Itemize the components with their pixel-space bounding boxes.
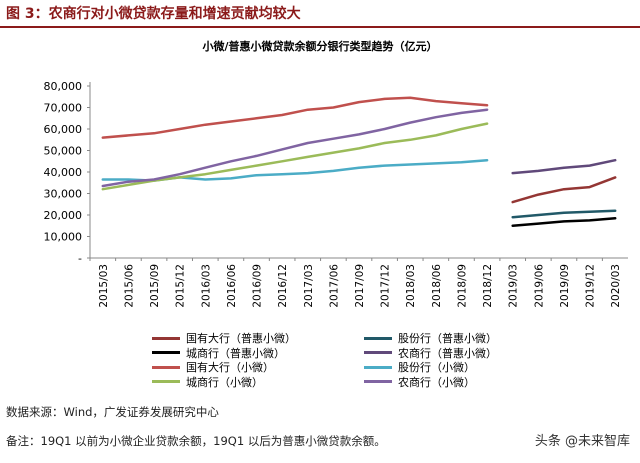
x-tick-label: 2017/06 <box>328 264 340 308</box>
x-tick-label: 2018/09 <box>456 264 468 308</box>
x-tick-label: 2018/06 <box>431 264 443 308</box>
legend-swatch <box>152 351 180 354</box>
legend-swatch <box>364 365 392 369</box>
legend-swatch <box>152 336 180 340</box>
legend-label: 国有大行（普惠小微） <box>186 332 296 345</box>
line-chart: - 10,000 20,000 30,000 40,000 50,000 60,000 70,… <box>44 80 628 308</box>
x-tick-label: 2016/09 <box>252 264 264 308</box>
chart-title: 小微/普惠小微贷款余额分银行类型趋势（亿元） <box>202 40 438 53</box>
series-line-1 <box>101 96 489 139</box>
series-line-5 <box>511 176 617 204</box>
legend-item: 农商行（普惠小微） <box>364 346 497 360</box>
series-line-6 <box>511 209 617 219</box>
watermark-text: 头条 @未来智库 <box>534 434 630 449</box>
legend-item: 国有大行（小微） <box>152 360 274 374</box>
x-tick-label: 2015/09 <box>149 264 161 308</box>
x-tick-label: 2020/03 <box>610 264 622 308</box>
y-tick-label: 50,000 <box>44 145 83 158</box>
legend-swatch <box>364 380 392 383</box>
series-line-7 <box>511 216 617 228</box>
x-tick-label: 2017/09 <box>354 264 366 308</box>
y-tick-label: 30,000 <box>44 188 83 201</box>
note-text: 备注：19Q1 以前为小微企业贷款余额，19Q1 以后为普惠小微贷款余额。 <box>6 434 386 448</box>
y-tick-label: - <box>78 252 82 265</box>
legend-label: 农商行（普惠小微） <box>398 346 497 360</box>
x-tick-label: 2016/06 <box>226 264 238 308</box>
series-line-3 <box>101 122 489 191</box>
legend-swatch <box>152 365 180 369</box>
x-tick-label: 2018/12 <box>482 264 494 308</box>
legend-item: 城商行（小微） <box>152 375 263 389</box>
chart-legend: 国有大行（普惠小微） 股份行（普惠小微） 城商行（普惠小微） 农商行（普惠小微） 国有大… <box>152 331 572 391</box>
y-tick-label: 60,000 <box>44 123 83 136</box>
y-tick-label: 80,000 <box>44 80 83 93</box>
figure-title: 图 3：农商行对小微贷款存量和增速贡献均较大 <box>6 6 301 22</box>
legend-item: 城商行（普惠小微） <box>152 346 285 360</box>
legend-swatch <box>152 380 180 383</box>
series-line-4 <box>101 108 489 188</box>
x-tick-label: 2019/09 <box>559 264 571 308</box>
legend-swatch <box>364 351 392 354</box>
legend-label: 城商行（普惠小微） <box>186 346 285 360</box>
x-tick-label: 2017/12 <box>380 264 392 308</box>
source-text: 数据来源：Wind，广发证券发展研究中心 <box>6 405 219 419</box>
series-line-8 <box>511 158 617 175</box>
legend-label: 股份行（小微） <box>398 361 475 374</box>
legend-label: 城商行（小微） <box>186 375 263 389</box>
x-tick-label: 2019/12 <box>585 264 597 308</box>
x-tick-label: 2015/12 <box>175 264 187 308</box>
y-tick-label: 10,000 <box>44 231 83 244</box>
legend-item: 股份行（小微） <box>364 360 475 374</box>
legend-label: 股份行（普惠小微） <box>398 332 497 345</box>
x-tick-label: 2017/03 <box>303 264 315 308</box>
title-divider <box>0 26 640 28</box>
watermark: 头条 @未来智库 <box>535 430 630 449</box>
x-tick-label: 2015/03 <box>98 264 110 308</box>
x-tick-label: 2016/12 <box>277 264 289 308</box>
x-tick-label: 2018/03 <box>405 264 417 308</box>
y-tick-label: 40,000 <box>44 166 83 179</box>
y-tick-label: 70,000 <box>44 102 83 115</box>
x-tick-label: 2016/03 <box>200 264 212 308</box>
legend-item: 国有大行（普惠小微） <box>152 331 296 345</box>
legend-item: 农商行（小微） <box>364 375 475 389</box>
legend-item: 股份行（普惠小微） <box>364 331 497 345</box>
legend-label: 农商行（小微） <box>398 375 475 389</box>
x-tick-label: 2019/03 <box>508 264 520 308</box>
x-tick-label: 2019/06 <box>533 264 545 308</box>
legend-label: 国有大行（小微） <box>186 361 274 374</box>
x-tick-label: 2015/06 <box>123 264 135 308</box>
y-tick-label: 20,000 <box>44 209 83 222</box>
legend-swatch <box>364 336 392 340</box>
